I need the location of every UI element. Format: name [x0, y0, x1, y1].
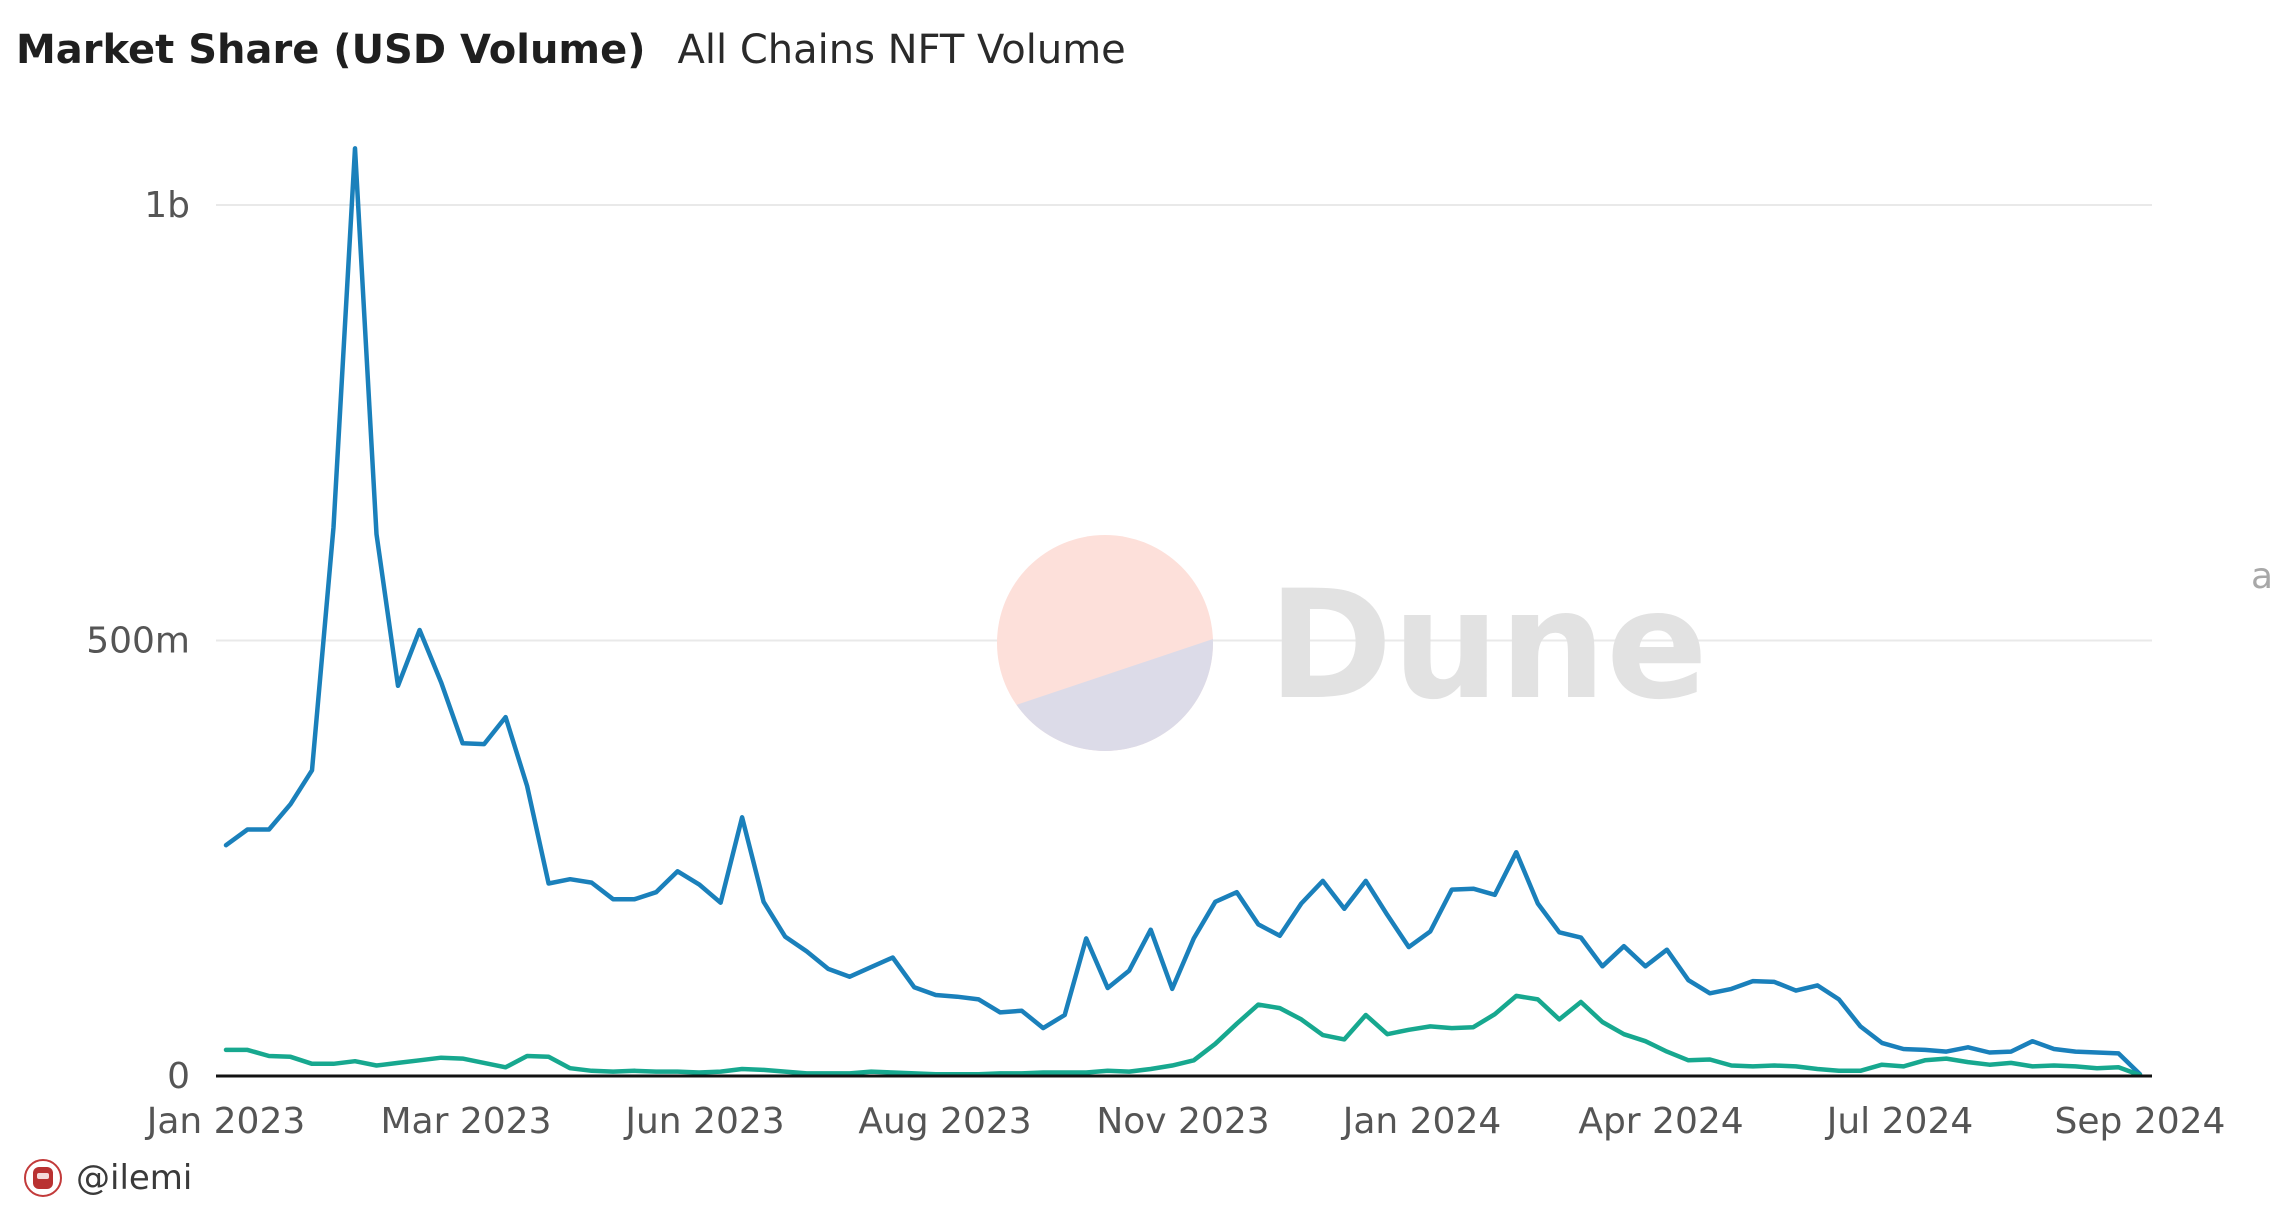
x-tick-label-8: Sep 2024	[2055, 1101, 2226, 1142]
clipped-label: a	[2251, 556, 2273, 597]
y-tick-label-1: 500m	[86, 621, 190, 662]
x-tick-label-3: Aug 2023	[858, 1101, 1031, 1142]
dune-watermark: Dune	[997, 535, 1708, 751]
chart-footer: @ilemi	[24, 1156, 192, 1200]
series-line-2	[223, 993, 2143, 1078]
x-tick-label-1: Mar 2023	[381, 1101, 552, 1142]
chart-title: Market Share (USD Volume)	[16, 27, 646, 73]
y-tick-label-0: 0	[167, 1056, 190, 1097]
x-tick-label-0: Jan 2023	[145, 1101, 306, 1142]
series-line-1	[223, 146, 2143, 1077]
y-tick-label-2: 1b	[144, 185, 190, 226]
x-tick-label-5: Jan 2024	[1341, 1101, 1502, 1142]
chart-subtitle: All Chains NFT Volume	[677, 27, 1126, 73]
x-tick-label-7: Jul 2024	[1825, 1101, 1974, 1142]
author-avatar[interactable]	[24, 1159, 62, 1197]
x-tick-label-6: Apr 2024	[1578, 1101, 1743, 1142]
tick-layer: 0 500m 1b Jan 2023 Mar 2023 Jun 2023 Aug 2023 N…	[86, 185, 2225, 1142]
x-tick-label-2: Jun 2023	[623, 1101, 784, 1142]
watermark-text: Dune	[1268, 559, 1708, 733]
series-layer	[223, 146, 2143, 1078]
x-tick-label-4: Nov 2023	[1096, 1101, 1269, 1142]
author-handle[interactable]: @ilemi	[76, 1158, 193, 1198]
chart-header: Market Share (USD Volume) All Chains NFT…	[16, 18, 1126, 82]
